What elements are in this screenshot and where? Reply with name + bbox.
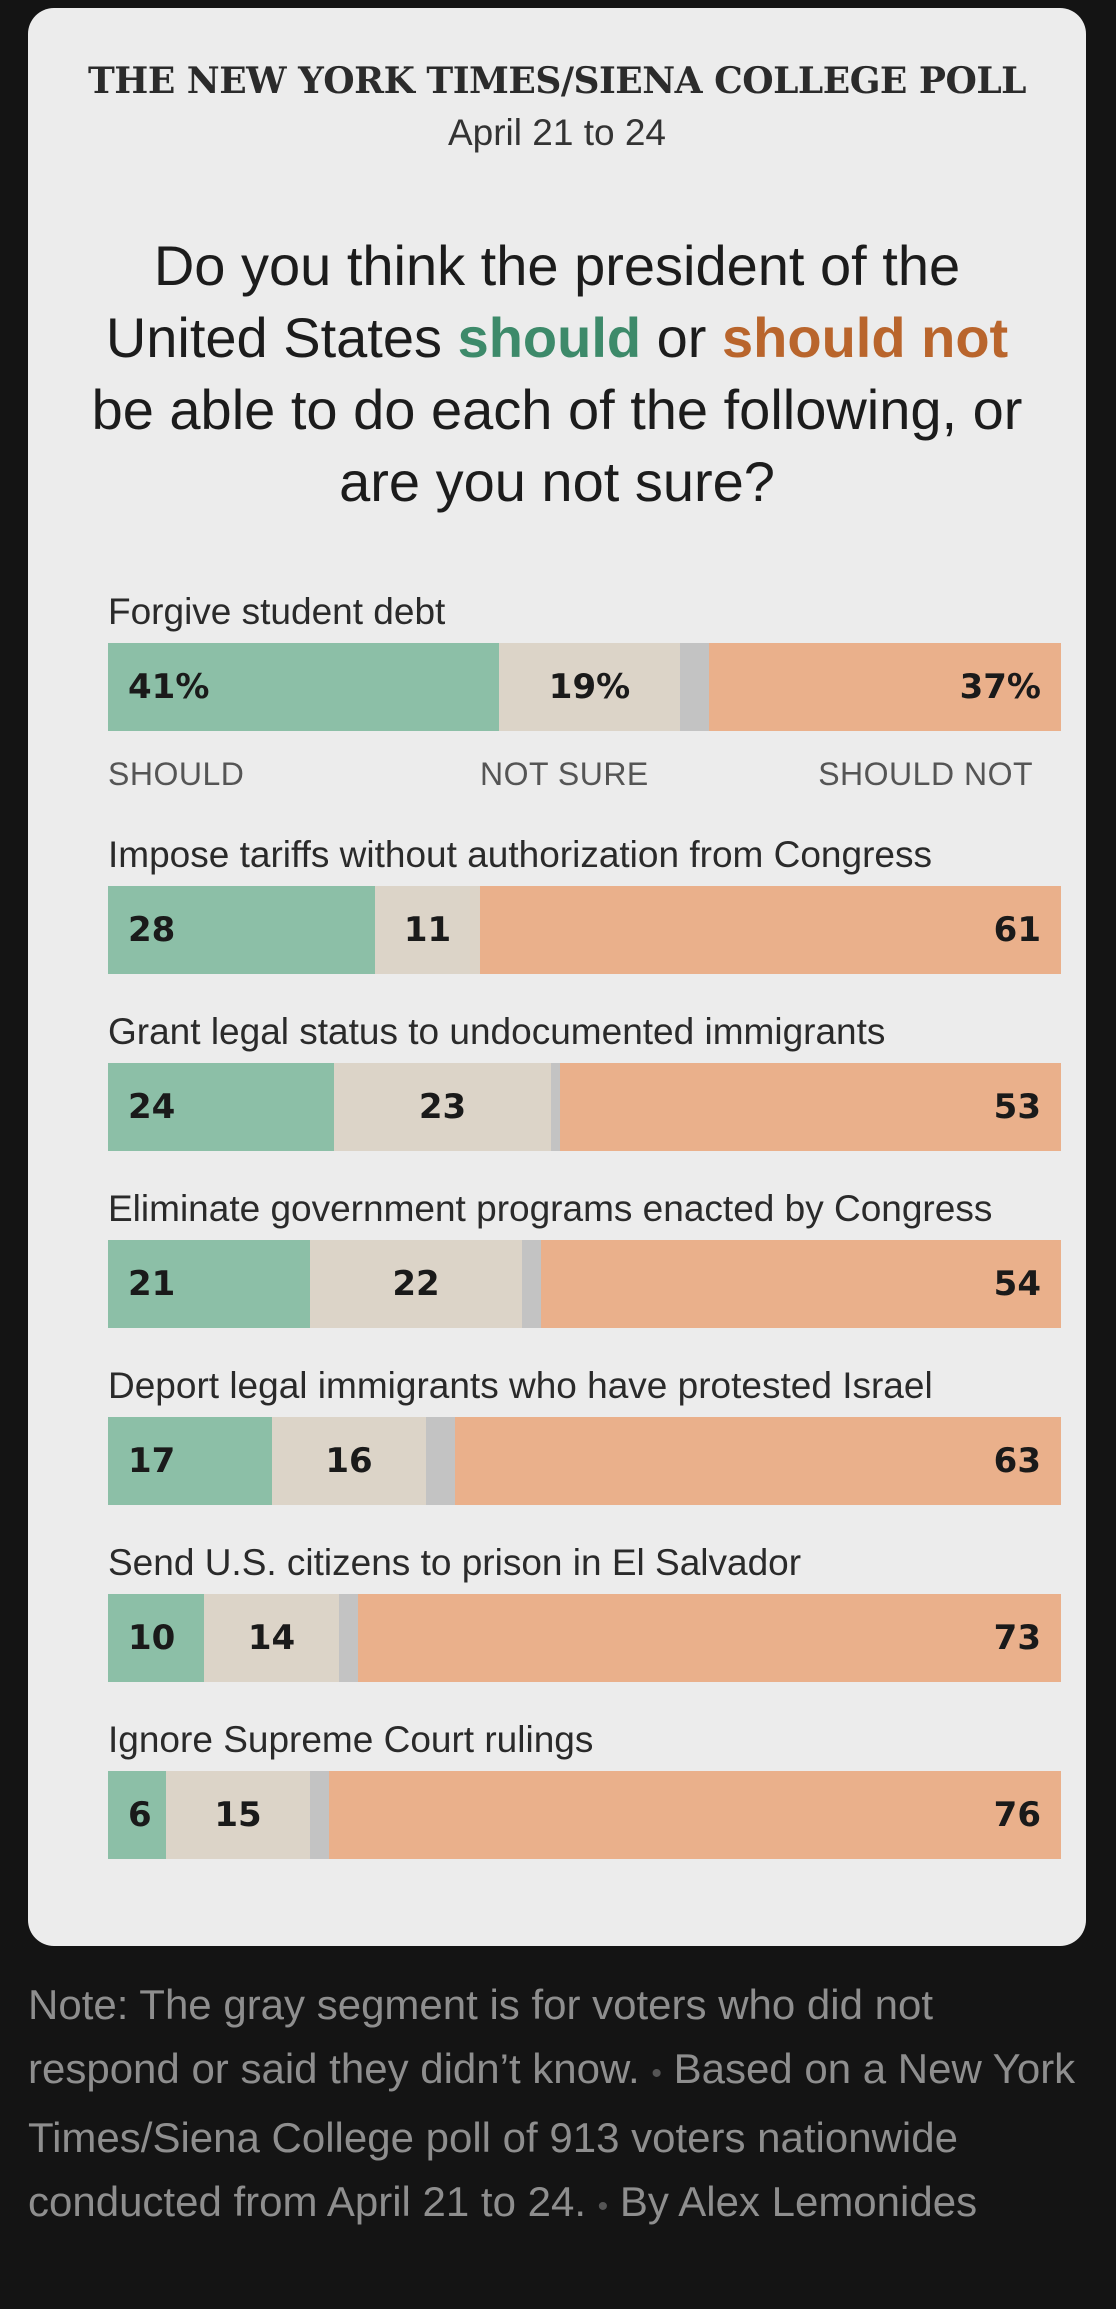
bar-segment-not-sure: [375, 886, 480, 974]
value-label-should-not: 76: [993, 1795, 1041, 1835]
row-label: Ignore Supreme Court rulings: [108, 1719, 594, 1760]
value-label-should-not: 54: [993, 1264, 1041, 1304]
stacked-bar: 17 16 63: [108, 1417, 1061, 1505]
bar-segment-no-response: [551, 1063, 560, 1151]
value-label-should-not: 73: [993, 1618, 1041, 1658]
value-label-not-sure: 14: [247, 1618, 296, 1658]
bar-segment-should: [108, 1417, 272, 1505]
stacked-bar: 24 23 53: [108, 1063, 1061, 1151]
bar-segment-no-response: [339, 1594, 358, 1682]
stacked-bar: 41% 19% 37%: [108, 643, 1061, 731]
bar-segment-no-response: [310, 1771, 329, 1859]
value-label-not-sure: 15: [214, 1795, 262, 1835]
bar-segment-should: [108, 886, 375, 974]
footer-note: Note: The gray segment is for voters who…: [28, 1973, 1088, 2239]
value-label-should-not: 53: [993, 1087, 1041, 1127]
bar-segment-no-response: [680, 643, 709, 731]
separator-dot: •: [651, 2057, 662, 2090]
poll-question: Do you think the president of the United…: [88, 230, 1026, 518]
value-label-should: 24: [128, 1087, 176, 1127]
legend-should-not: SHOULD NOT: [818, 756, 1033, 792]
bar-segment-not-sure: [334, 1063, 551, 1151]
bar-segment-no-response: [522, 1240, 541, 1328]
bar-segment-should: [108, 643, 499, 731]
poll-card: THE NEW YORK TIMES/SIENA COLLEGE POLL Ap…: [28, 8, 1086, 1946]
source-text: Based on a New York Times/Siena College …: [28, 2045, 1076, 2225]
stacked-bar: 21 22 54: [108, 1240, 1061, 1328]
stacked-bar: 28 11 61: [108, 886, 1061, 974]
value-label-should-not: 61: [993, 910, 1041, 950]
value-label-not-sure: 23: [418, 1087, 467, 1127]
bar-segment-should-not: [560, 1063, 1061, 1151]
value-label-should: 10: [128, 1618, 176, 1658]
value-label-should: 41%: [128, 667, 210, 707]
stacked-bar: 6 15 76: [108, 1771, 1061, 1859]
question-should-highlight: should: [457, 306, 642, 369]
value-label-should-not: 37%: [959, 667, 1041, 707]
bar-segment-not-sure: [499, 643, 680, 731]
legend-should: SHOULD: [108, 756, 245, 792]
question-text-part3: be able to do each of the following, or …: [91, 378, 1023, 513]
question-text-part2: or: [641, 306, 723, 369]
bar-segment-should-not: [329, 1771, 1061, 1859]
value-label-not-sure: 22: [392, 1264, 440, 1304]
row-label: Forgive student debt: [108, 591, 446, 632]
poll-kicker: THE NEW YORK TIMES/SIENA COLLEGE POLL: [88, 60, 1026, 102]
bar-segment-should: [108, 1063, 334, 1151]
value-label-should: 6: [128, 1795, 152, 1835]
bar-segment-should: [108, 1594, 204, 1682]
value-label-should: 17: [128, 1441, 176, 1481]
value-label-not-sure: 16: [325, 1441, 373, 1481]
bar-segment-no-response: [426, 1417, 455, 1505]
bar-segment-should-not: [480, 886, 1061, 974]
bar-segment-not-sure: [204, 1594, 339, 1682]
bar-segment-should-not: [358, 1594, 1061, 1682]
value-label-not-sure: 19%: [548, 667, 631, 707]
row-label: Impose tariffs without authorization fro…: [108, 834, 932, 875]
note-text: Note: The gray segment is for voters who…: [28, 1981, 934, 2092]
value-label-should: 28: [128, 910, 176, 950]
separator-dot: •: [597, 2190, 609, 2223]
question-text-part1: Do you think the president of the United…: [105, 234, 961, 369]
poll-dates: April 21 to 24: [447, 112, 667, 153]
bar-segment-should-not: [455, 1417, 1061, 1505]
bar-segment-should-not: [541, 1240, 1061, 1328]
row-label: Eliminate government programs enacted by…: [108, 1188, 993, 1229]
row-label: Deport legal immigrants who have protest…: [108, 1365, 933, 1406]
bar-segment-should: [108, 1771, 166, 1859]
question-should-not-highlight: should not: [722, 306, 1009, 369]
bar-segment-should-not: [709, 643, 1061, 731]
bar-segment-not-sure: [310, 1240, 522, 1328]
legend-not-sure: NOT SURE: [480, 756, 649, 792]
row-label: Grant legal status to undocumented immig…: [108, 1011, 886, 1052]
bar-segment-not-sure: [166, 1771, 310, 1859]
bar-segment-should: [108, 1240, 310, 1328]
value-label-should-not: 63: [993, 1441, 1041, 1481]
row-label: Send U.S. citizens to prison in El Salva…: [108, 1542, 802, 1583]
byline: By Alex Lemonides: [619, 2178, 978, 2225]
value-label-not-sure: 11: [403, 910, 452, 950]
value-label-should: 21: [128, 1264, 176, 1304]
stacked-bar: 10 14 73: [108, 1594, 1061, 1682]
bar-segment-not-sure: [272, 1417, 426, 1505]
